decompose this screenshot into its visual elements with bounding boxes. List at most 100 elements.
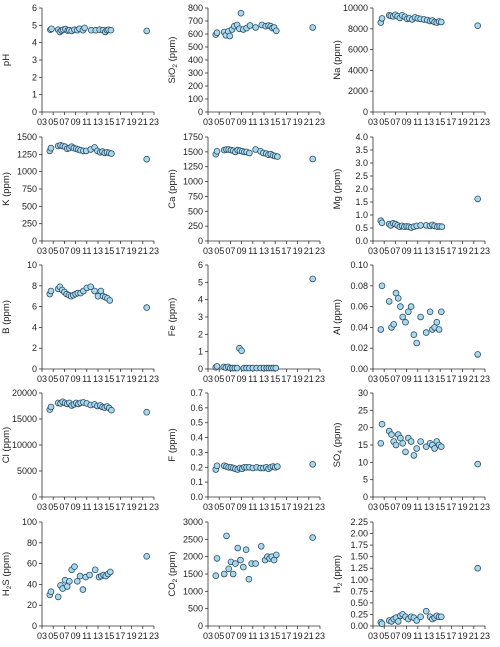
x-tick-label: 15 <box>270 246 280 256</box>
data-point <box>413 339 421 347</box>
x-tick-label: 09 <box>71 374 81 384</box>
data-point <box>402 318 409 326</box>
y-axis-label: pH <box>1 54 12 66</box>
y-tick-label: 250 <box>22 219 37 229</box>
data-point <box>417 313 424 321</box>
y-tick-label: 0 <box>363 492 368 502</box>
data-point <box>66 577 73 585</box>
data-point <box>377 326 385 333</box>
data-point <box>74 577 81 585</box>
y-tick-label: 2 <box>198 329 203 339</box>
x-tick-label: 13 <box>93 117 103 127</box>
x-tick-label: 21 <box>469 374 479 384</box>
x-tick-label: 03 <box>203 502 213 512</box>
y-tick-label: 30 <box>358 388 368 398</box>
x-tick-label: 19 <box>293 631 303 641</box>
axis-lines <box>372 265 485 370</box>
x-tick-label: 15 <box>435 502 445 512</box>
x-tick-label: 21 <box>138 631 148 641</box>
x-tick-label: 05 <box>214 374 224 384</box>
x-tick-label: 07 <box>225 374 235 384</box>
x-tick-label: 17 <box>281 374 291 384</box>
y-tick-label: 2000 <box>183 552 203 562</box>
x-tick-label: 13 <box>93 502 103 512</box>
x-tick-label: 03 <box>203 117 213 127</box>
x-tick-label: 15 <box>270 117 280 127</box>
x-tick-label: 19 <box>458 374 468 384</box>
y-tick-label: 80 <box>27 538 37 548</box>
y-tick-label: 0.00 <box>350 621 368 631</box>
y-tick-label: 4.0 <box>355 132 368 142</box>
y-tick-label: 500 <box>188 42 203 52</box>
x-tick-label: 13 <box>259 631 269 641</box>
x-tick-label: 11 <box>413 246 422 256</box>
y-tick-label: 1000 <box>183 586 203 596</box>
data-point <box>71 563 78 570</box>
data-point <box>431 445 438 452</box>
data-point <box>394 618 402 625</box>
x-tick-label: 05 <box>214 631 224 641</box>
x-tick-label: 03 <box>368 374 378 384</box>
data-point <box>394 294 402 302</box>
x-tick-label: 21 <box>304 246 314 256</box>
chart-panel-13: 0 20 40 60 80 100 03 05 07 09 11 13 15 17 19 21 23 H2S (p… <box>1 517 159 641</box>
x-tick-label: 13 <box>424 374 434 384</box>
y-tick-label: 1250 <box>183 162 203 172</box>
data-point <box>91 566 99 574</box>
y-tick-label: 2.0 <box>355 184 368 194</box>
y-tick-label: 15000 <box>12 414 37 424</box>
x-tick-label: 09 <box>237 502 247 512</box>
y-tick-label: 5 <box>198 277 203 287</box>
data-point <box>81 24 88 32</box>
x-tick-label: 17 <box>446 502 456 512</box>
data-point <box>76 572 84 580</box>
y-tick-label: 3 <box>32 55 37 65</box>
x-tick-label: 13 <box>259 374 269 384</box>
x-tick-label: 05 <box>214 117 224 127</box>
data-point <box>229 570 237 578</box>
y-tick-label: 0.4 <box>190 433 203 443</box>
x-tick-label: 03 <box>368 117 378 127</box>
y-tick-label: 0.7 <box>190 388 203 398</box>
chart-panel-11: 0.0 0.1 0.2 0.3 0.4 0.5 0.6 0.7 03 05 07 09 11 13 15 17… <box>167 388 325 512</box>
data-point <box>245 575 253 583</box>
x-tick-label: 09 <box>237 246 247 256</box>
data-point <box>309 24 317 31</box>
data-point <box>106 297 114 304</box>
x-tick-label: 05 <box>214 502 224 512</box>
x-tick-label: 21 <box>138 117 148 127</box>
x-tick-label: 05 <box>48 631 58 641</box>
x-tick-label: 21 <box>304 374 314 384</box>
data-point <box>413 617 421 624</box>
x-tick-label: 09 <box>71 502 81 512</box>
data-point <box>86 571 93 579</box>
x-tick-label: 07 <box>390 502 400 512</box>
x-tick-label: 17 <box>281 502 291 512</box>
data-point <box>397 303 404 310</box>
data-point <box>143 27 151 35</box>
data-point <box>246 149 253 157</box>
y-tick-label: 0.5 <box>190 418 203 428</box>
y-tick-label: 5000 <box>17 466 37 476</box>
y-tick-label: 4 <box>198 295 203 305</box>
y-tick-label: 1 <box>198 347 203 357</box>
x-tick-label: 11 <box>82 374 91 384</box>
x-tick-label: 07 <box>390 246 400 256</box>
data-point <box>385 298 393 305</box>
x-tick-label: 21 <box>469 631 479 641</box>
y-tick-label: 10000 <box>12 440 37 450</box>
data-point <box>402 448 409 456</box>
x-tick-label: 03 <box>368 631 378 641</box>
x-tick-label: 05 <box>48 502 58 512</box>
y-tick-label: 4 <box>32 322 37 332</box>
y-tick-label: 0.5 <box>355 223 368 233</box>
data-point <box>410 331 418 339</box>
y-tick-label: 0 <box>363 107 368 117</box>
x-tick-label: 13 <box>424 246 434 256</box>
y-tick-label: 0 <box>198 236 203 246</box>
x-tick-label: 15 <box>104 374 114 384</box>
x-tick-label: 15 <box>435 117 445 127</box>
x-tick-label: 13 <box>93 374 103 384</box>
y-tick-label: 4 <box>32 38 37 48</box>
